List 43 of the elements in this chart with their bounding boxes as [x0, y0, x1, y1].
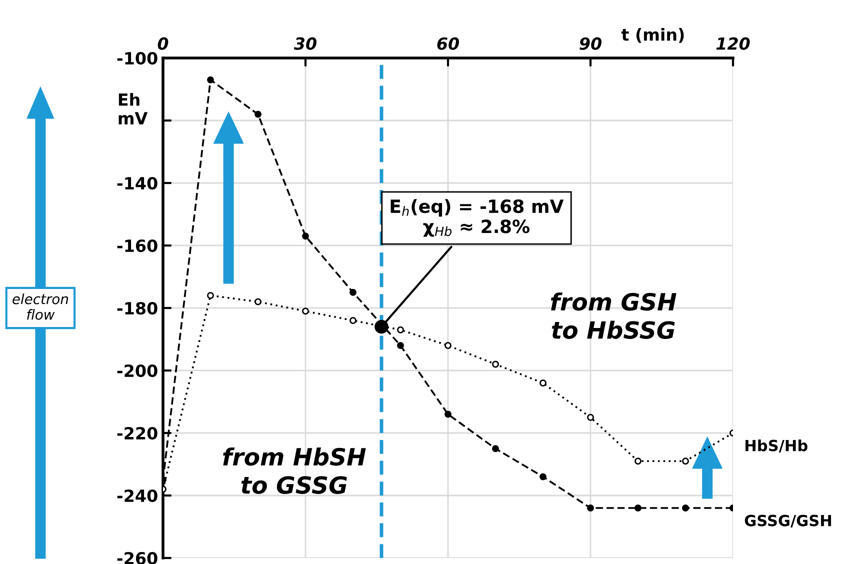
series-label: GSSG/GSH [744, 514, 832, 528]
point [302, 308, 309, 315]
point [492, 445, 499, 452]
y-tick-label: -180 [117, 302, 158, 315]
annotation: from GSH to HbSSG [550, 292, 676, 339]
y-axis-title: Eh mV [118, 93, 148, 124]
point [374, 320, 388, 334]
point [350, 317, 356, 324]
text: electron flow [12, 294, 68, 320]
point [302, 232, 309, 240]
y-tick-label: -160 [117, 239, 158, 252]
point [350, 288, 356, 296]
x-tick-label: 0 [158, 37, 168, 50]
point [492, 360, 499, 368]
point [207, 292, 214, 299]
x-tick-label: 60 [437, 37, 460, 50]
point [444, 342, 452, 349]
point [397, 326, 404, 334]
point [634, 504, 642, 512]
x-tick-label: 90 [580, 37, 602, 50]
point [682, 504, 689, 512]
point [444, 410, 452, 418]
annotation: from HbSH to GSSG [223, 447, 366, 494]
y-tick-label: -140 [117, 176, 158, 190]
series-label: HbS/Hb [746, 439, 808, 453]
x-axis-title: t (min) [621, 28, 684, 43]
point [254, 298, 262, 306]
point [207, 76, 214, 84]
x-tick-label: 30 [294, 37, 317, 50]
y-tick-label: -100 [117, 52, 158, 65]
y-tick-label: -200 [117, 364, 158, 378]
x-tick-label: 120 [716, 37, 750, 50]
point [682, 458, 689, 465]
y-tick-label: -220 [117, 426, 158, 440]
annotation: E$_{h}$(eq) = -168 mV χ$_{Hb}$ ≈ 2.8% [390, 199, 564, 237]
point [540, 473, 546, 480]
point [397, 342, 404, 349]
point [587, 414, 594, 421]
point [540, 380, 546, 386]
point [254, 110, 262, 118]
y-tick-label: -240 [117, 489, 158, 502]
point [587, 504, 594, 512]
point [634, 458, 642, 465]
